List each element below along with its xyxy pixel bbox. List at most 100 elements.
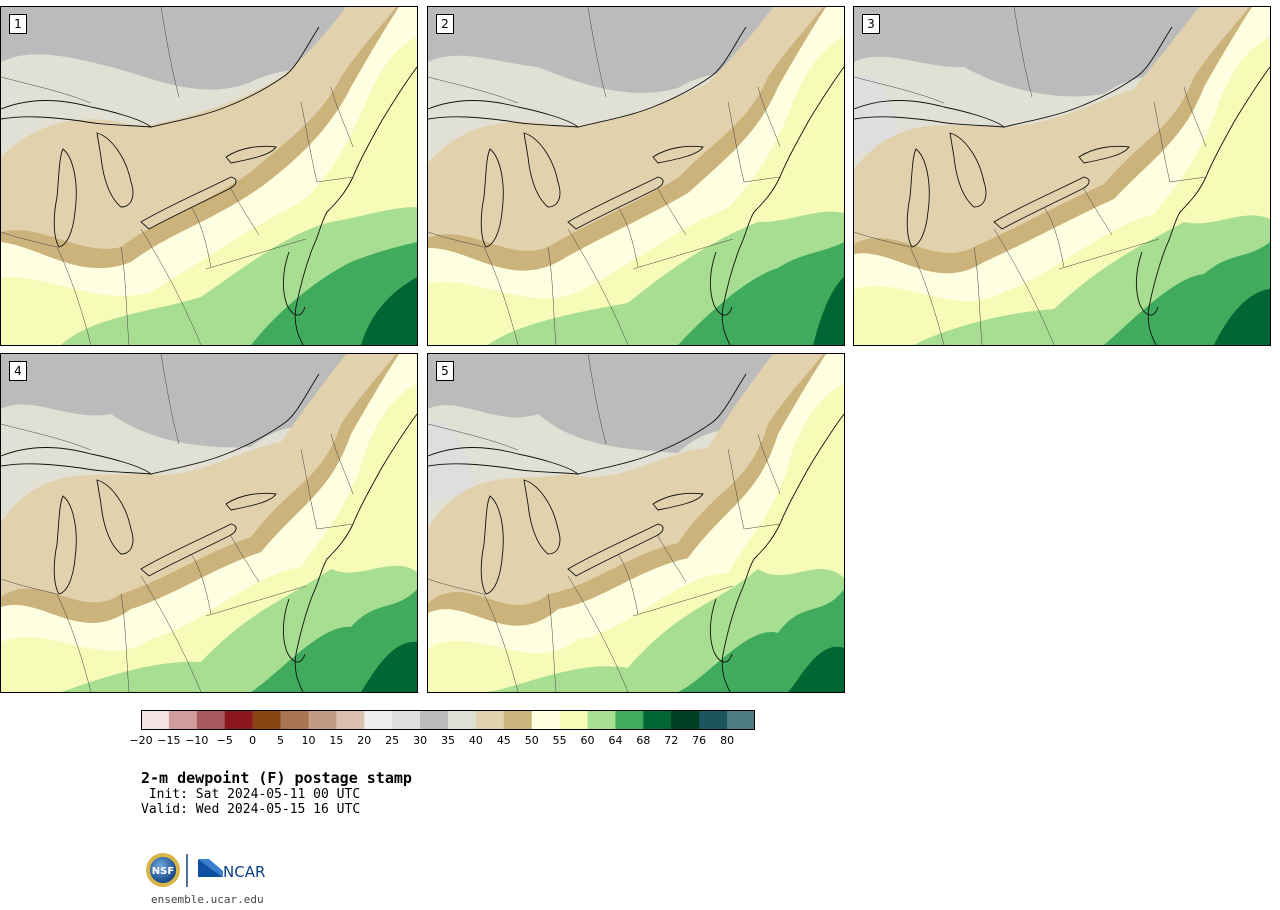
- state-border: [300, 101, 318, 183]
- dewpoint-map: [428, 7, 844, 345]
- dewpoint-band: [428, 7, 844, 93]
- colorbar: [141, 710, 755, 730]
- state-border: [330, 86, 354, 148]
- colorbar-tick-label: 68: [636, 734, 651, 747]
- colorbar-swatch: [615, 710, 644, 730]
- state-border: [1, 578, 58, 595]
- lake-outline: [96, 479, 134, 555]
- state-border: [1013, 7, 1033, 98]
- state-border: [316, 523, 354, 530]
- state-border: [160, 354, 180, 445]
- state-border: [190, 206, 212, 268]
- state-border: [657, 188, 687, 236]
- state-border: [428, 76, 519, 104]
- colorbar-tick-label: 25: [385, 734, 400, 747]
- lake-outline: [480, 495, 504, 595]
- lake-outline: [993, 176, 1090, 230]
- state-border: [567, 575, 629, 692]
- colorbar-tick-label: 64: [608, 734, 623, 747]
- state-border: [483, 246, 519, 345]
- panel-number-label: 3: [862, 14, 880, 34]
- colorbar-swatch: [587, 710, 616, 730]
- colorbar-swatch: [280, 710, 309, 730]
- state-border: [1058, 238, 1160, 270]
- state-border: [993, 228, 1055, 345]
- dewpoint-band: [428, 422, 473, 504]
- state-border: [617, 206, 639, 268]
- colorbar-swatch: [252, 710, 281, 730]
- state-border: [1083, 188, 1113, 236]
- colorbar-tick-label: 20: [357, 734, 372, 747]
- colorbar-swatch: [475, 710, 505, 730]
- coastline: [150, 26, 320, 128]
- website-url: ensemble.ucar.edu: [151, 893, 264, 906]
- lake-outline: [854, 100, 1006, 128]
- colorbar-swatch: [392, 710, 421, 730]
- dewpoint-band: [1214, 289, 1270, 345]
- colorbar-swatch: [420, 710, 449, 730]
- state-border: [428, 231, 485, 248]
- state-border: [632, 238, 734, 270]
- state-border: [657, 535, 687, 583]
- state-border: [330, 433, 354, 495]
- state-border: [973, 246, 983, 345]
- forecast-panel-1: 1: [0, 6, 418, 346]
- coastline: [721, 413, 844, 692]
- coastline: [1003, 26, 1173, 128]
- state-border: [617, 553, 639, 615]
- lake-outline: [53, 148, 77, 248]
- panel-number-label: 2: [436, 14, 454, 34]
- nsf-logo-icon: NSF: [146, 853, 180, 887]
- state-border: [56, 246, 92, 345]
- lake-outline: [523, 479, 561, 555]
- panel-number-label: 5: [436, 361, 454, 381]
- colorbar-tick-label: 35: [441, 734, 455, 747]
- dewpoint-band: [678, 242, 844, 345]
- colorbar-tick-label: 76: [692, 734, 707, 747]
- colorbar-swatch: [671, 710, 700, 730]
- state-border: [140, 228, 202, 345]
- lake-outline: [428, 100, 580, 128]
- state-border: [743, 523, 781, 530]
- state-border: [1043, 206, 1065, 268]
- dewpoint-band: [678, 589, 844, 692]
- state-border: [428, 578, 485, 595]
- ncar-logo-text: NCAR: [223, 863, 265, 881]
- dewpoint-band: [813, 277, 844, 345]
- forecast-panel-4: 4: [0, 353, 418, 693]
- lake-outline: [567, 523, 664, 577]
- state-border: [140, 575, 202, 692]
- panel-number-label: 4: [9, 361, 27, 381]
- forecast-panel-3: 3: [853, 6, 1271, 346]
- state-border: [632, 585, 734, 617]
- colorbar-swatch: [448, 710, 477, 730]
- dewpoint-band: [361, 277, 417, 345]
- coastline: [709, 251, 733, 316]
- colorbar-tick-label: 60: [580, 734, 595, 747]
- lake-outline: [1, 100, 153, 128]
- dewpoint-band: [1104, 242, 1270, 345]
- state-border: [757, 433, 781, 495]
- dewpoint-map: [1, 354, 417, 692]
- colorbar-tick-label: 72: [664, 734, 679, 747]
- state-border: [120, 593, 130, 692]
- state-border: [160, 7, 180, 98]
- colorbar-tick-label: 10: [301, 734, 316, 747]
- coastline: [294, 413, 417, 692]
- dewpoint-map: [854, 7, 1270, 345]
- dewpoint-band: [1, 7, 417, 90]
- colorbar-tick-label: −5: [216, 734, 233, 747]
- coastline: [1147, 66, 1270, 345]
- lake-outline: [652, 145, 704, 164]
- colorbar-swatch: [196, 710, 226, 730]
- state-border: [428, 423, 519, 451]
- state-border: [56, 593, 92, 692]
- state-border: [483, 593, 519, 692]
- coastline: [282, 598, 306, 663]
- coastline: [1135, 251, 1159, 316]
- nsf-logo-text: NSF: [152, 866, 174, 877]
- state-border: [909, 246, 945, 345]
- colorbar-swatch: [364, 710, 393, 730]
- coastline: [294, 66, 417, 345]
- dewpoint-map: [1, 7, 417, 345]
